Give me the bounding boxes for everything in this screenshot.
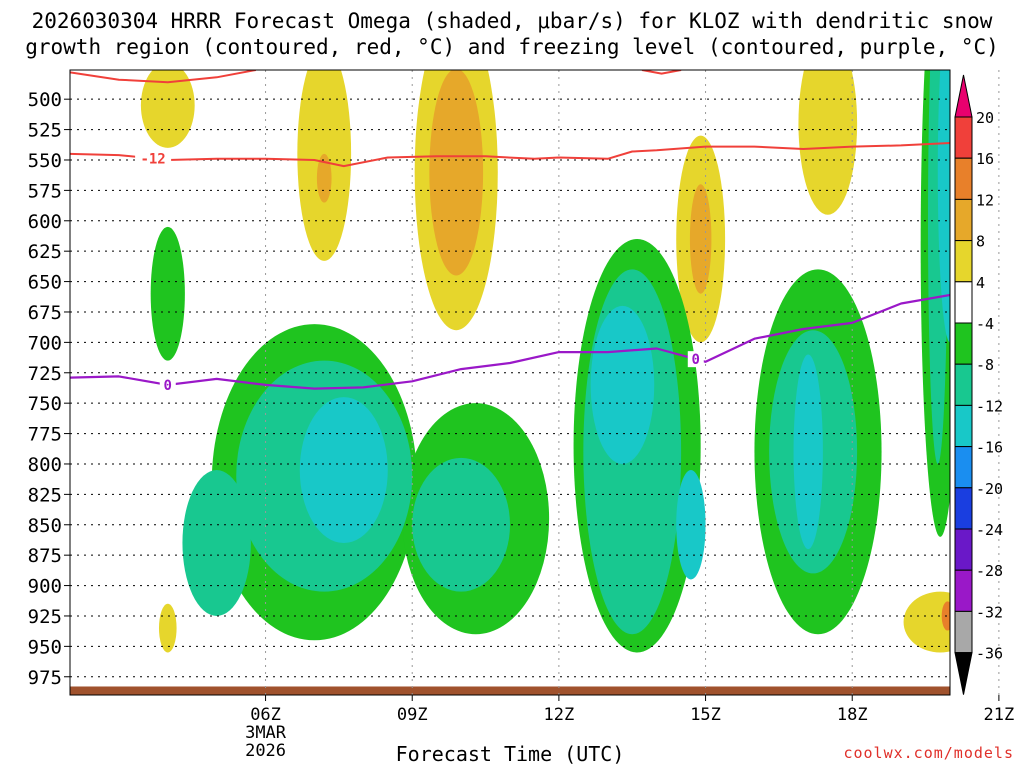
colorbar-segment — [954, 157, 973, 200]
colorbar-label: -24 — [976, 521, 1003, 539]
omega-negative-region — [182, 470, 251, 616]
freezing-level-label-bg — [159, 376, 176, 393]
colorbar-label: 4 — [976, 274, 985, 292]
y-tick-label: 725 — [28, 363, 62, 385]
omega-negative-region — [150, 226, 185, 361]
y-tick-label: 600 — [28, 211, 62, 233]
y-tick-label: 975 — [28, 667, 62, 689]
x-tick-label: 15Z — [690, 705, 721, 725]
freezing-level-line — [70, 293, 950, 390]
y-tick-label: 775 — [28, 424, 62, 446]
colorbar-label: -36 — [976, 645, 1003, 663]
y-tick-label: 875 — [28, 545, 62, 567]
axes: 5005255505756006256506757007257507758008… — [28, 69, 1015, 761]
omega-negative-region — [412, 457, 510, 592]
colorbar-arrow-top — [954, 74, 973, 118]
y-tick-label: 925 — [28, 606, 62, 628]
omega-positive-region — [689, 184, 712, 294]
omega-positive-region — [150, 70, 176, 118]
omega-positive-region — [798, 70, 858, 215]
colorbar-label: -8 — [976, 356, 994, 374]
omega-positive-region — [158, 603, 177, 653]
x-tick-label: 09Z — [397, 705, 428, 725]
y-tick-label: 625 — [28, 241, 62, 263]
colorbar-segment — [954, 404, 973, 448]
colorbar-segment — [954, 281, 973, 324]
y-tick-label: 650 — [28, 272, 62, 294]
omega-positive-region — [941, 601, 950, 631]
colorbar-label: -4 — [976, 315, 994, 333]
freezing-level-label: 0 — [692, 352, 700, 368]
colorbar-label: -12 — [976, 397, 1003, 415]
omega-negative-region — [676, 470, 706, 580]
omega-positive-region — [429, 70, 484, 276]
omega-positive-region — [903, 591, 950, 653]
colorbar-segment — [954, 363, 973, 406]
colorbar-segment — [954, 528, 973, 571]
y-tick-label: 550 — [28, 150, 62, 172]
colorbar-segment — [954, 116, 973, 159]
colorbar-arrow-bottom — [954, 652, 973, 695]
omega-negative-region — [299, 397, 388, 544]
x-tick-label: 21Z — [984, 705, 1015, 725]
colorbar-label: 12 — [976, 191, 994, 209]
y-tick-label: 575 — [28, 180, 62, 202]
dgz-contour-line — [70, 142, 950, 168]
y-tick-label: 900 — [28, 576, 62, 598]
dgz-contour-upper-line — [70, 70, 256, 84]
colorbar-label: 8 — [976, 233, 985, 251]
omega-negative-region — [590, 305, 655, 464]
colorbar-label: -28 — [976, 562, 1003, 580]
colorbar-label: -16 — [976, 439, 1003, 457]
y-tick-label: 850 — [28, 515, 62, 537]
colorbar-label: -20 — [976, 480, 1003, 498]
chart-title-line1: 2026030304 HRRR Forecast Omega (shaded, … — [31, 9, 993, 33]
ground-surface — [70, 686, 950, 695]
colorbar-label: 16 — [976, 150, 994, 168]
colorbar-segment — [954, 610, 973, 654]
dgz-contour-label: -12 — [140, 152, 165, 168]
y-tick-label: 750 — [28, 393, 62, 415]
freezing-level-label: 0 — [164, 378, 172, 394]
y-tick-label: 825 — [28, 484, 62, 506]
x-axis-label: Forecast Time (UTC) — [395, 742, 625, 766]
omega-negative-region — [937, 70, 950, 343]
plot-frame — [69, 69, 951, 696]
colorbar-label: 20 — [976, 109, 994, 127]
y-tick-label: 800 — [28, 454, 62, 476]
y-tick-label: 950 — [28, 636, 62, 658]
colorbar-segment — [954, 240, 973, 283]
y-tick-label: 700 — [28, 332, 62, 354]
omega-positive-region — [316, 153, 332, 203]
colorbar-segment — [954, 322, 973, 365]
colorbar-label: -32 — [976, 603, 1003, 621]
colorbar-segment — [954, 487, 973, 530]
y-tick-label: 525 — [28, 120, 62, 142]
y-tick-label: 500 — [28, 89, 62, 111]
dgz-contour-upper-line — [641, 70, 682, 75]
credit-text: coolwx.com/models — [843, 744, 1014, 762]
freezing-level-label-bg — [687, 351, 704, 368]
dgz-contour-label-bg — [135, 150, 172, 167]
contour-lines: -12 0 0 — [70, 70, 950, 394]
omega-negative-region — [793, 354, 823, 550]
x-tick-sublabel: 2026 — [245, 741, 286, 761]
x-tick-label: 06Z — [250, 705, 281, 725]
y-tick-label: 675 — [28, 302, 62, 324]
colorbar-segment — [954, 198, 973, 242]
x-tick-sublabel: 3MAR — [245, 723, 287, 743]
omega-positive-region — [297, 70, 352, 261]
colorbar-segment — [954, 446, 973, 489]
omega-shading — [70, 70, 950, 695]
x-tick-label: 12Z — [544, 705, 575, 725]
colorbar-segment — [954, 569, 973, 612]
x-tick-label: 18Z — [837, 705, 868, 725]
colorbar: 20 16 12 8 4 -4 -8 -12 -16 -20 -24 -28 -32 -36 — [954, 74, 1003, 695]
chart-title-line2: growth region (contoured, red, °C) and f… — [25, 35, 999, 59]
